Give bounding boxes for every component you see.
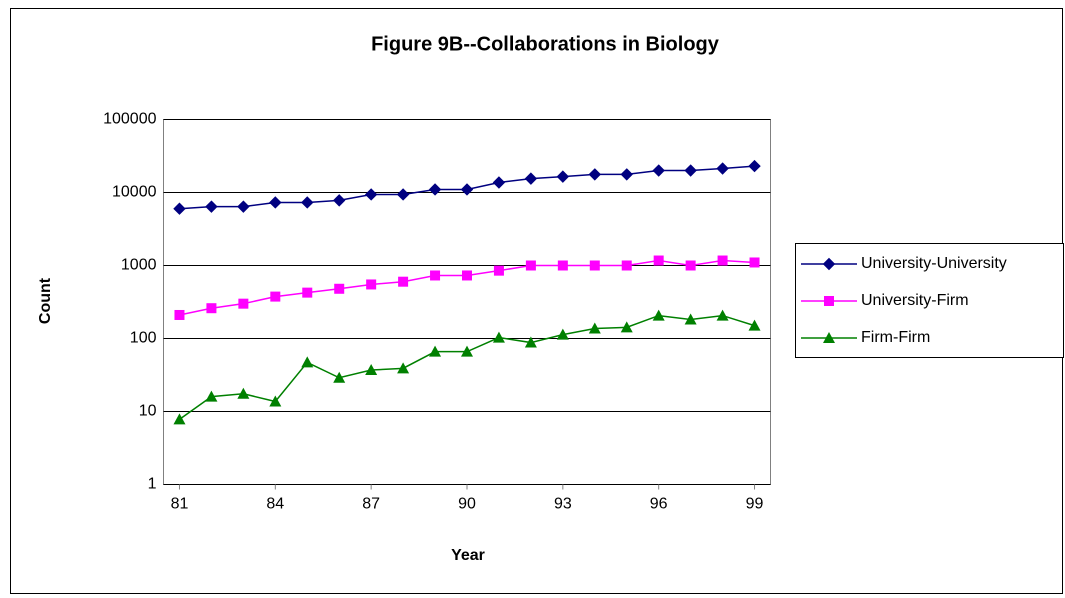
point xyxy=(460,183,474,196)
point xyxy=(620,168,633,181)
point xyxy=(269,196,282,209)
point xyxy=(524,172,538,185)
point xyxy=(652,164,665,177)
legend-label: University-Firm xyxy=(861,292,969,309)
point xyxy=(333,371,346,383)
point xyxy=(556,328,569,340)
legend-marker xyxy=(823,332,835,343)
point xyxy=(428,183,442,196)
point xyxy=(301,196,314,209)
point xyxy=(205,390,218,402)
point xyxy=(493,265,504,276)
point xyxy=(685,260,696,271)
y-axis-label: Count xyxy=(37,277,54,324)
legend-label: University-University xyxy=(861,255,1007,272)
point xyxy=(492,331,505,343)
x-tick-label: 99 xyxy=(746,496,764,513)
point xyxy=(556,170,570,183)
point xyxy=(302,287,313,298)
chart-title: Figure 9B--Collaborations in Biology xyxy=(371,33,720,55)
point xyxy=(396,188,410,201)
point xyxy=(461,345,473,357)
point xyxy=(301,356,314,368)
point xyxy=(748,159,761,173)
point xyxy=(462,270,472,281)
point xyxy=(589,260,600,271)
point xyxy=(588,168,601,181)
x-axis-label: Year xyxy=(451,547,485,564)
x-tick-label: 81 xyxy=(171,496,189,513)
point xyxy=(684,164,697,177)
point xyxy=(173,413,186,425)
point xyxy=(364,188,378,201)
point xyxy=(398,276,409,287)
point xyxy=(334,283,345,294)
point xyxy=(716,162,729,175)
x-tick-label: 96 xyxy=(650,496,668,513)
x-tick-label: 90 xyxy=(458,496,476,513)
point xyxy=(749,257,760,268)
point xyxy=(684,313,697,325)
point xyxy=(653,255,664,266)
point xyxy=(430,270,441,281)
x-tick-label: 84 xyxy=(266,496,284,513)
x-tick-label: 93 xyxy=(554,496,572,513)
point xyxy=(620,321,633,333)
y-tick-label: 100 xyxy=(130,330,157,347)
point xyxy=(748,319,761,331)
y-tick-label: 10000 xyxy=(112,184,157,201)
point xyxy=(652,309,665,321)
point xyxy=(492,176,506,189)
y-tick-label: 1000 xyxy=(121,257,157,274)
point xyxy=(205,200,218,213)
point xyxy=(206,303,217,314)
legend-label: Firm-Firm xyxy=(861,329,930,346)
point xyxy=(365,364,378,376)
point xyxy=(716,309,729,321)
point xyxy=(717,255,728,266)
y-tick-label: 100000 xyxy=(103,111,156,128)
legend-marker xyxy=(822,257,836,271)
x-tick-label: 87 xyxy=(362,496,380,513)
legend-marker xyxy=(824,296,834,306)
point xyxy=(237,200,250,213)
point xyxy=(397,362,410,374)
point xyxy=(237,387,250,399)
y-tick-label: 10 xyxy=(139,403,157,420)
point xyxy=(173,202,186,215)
point xyxy=(621,260,632,271)
point xyxy=(269,395,282,407)
point xyxy=(524,336,537,348)
point xyxy=(333,194,346,207)
point xyxy=(525,260,536,271)
point xyxy=(429,345,442,357)
point xyxy=(588,322,601,334)
y-tick-label: 1 xyxy=(148,476,157,493)
point xyxy=(238,298,249,309)
point xyxy=(366,279,377,290)
point xyxy=(174,309,185,320)
point xyxy=(270,291,281,302)
point xyxy=(557,260,568,271)
